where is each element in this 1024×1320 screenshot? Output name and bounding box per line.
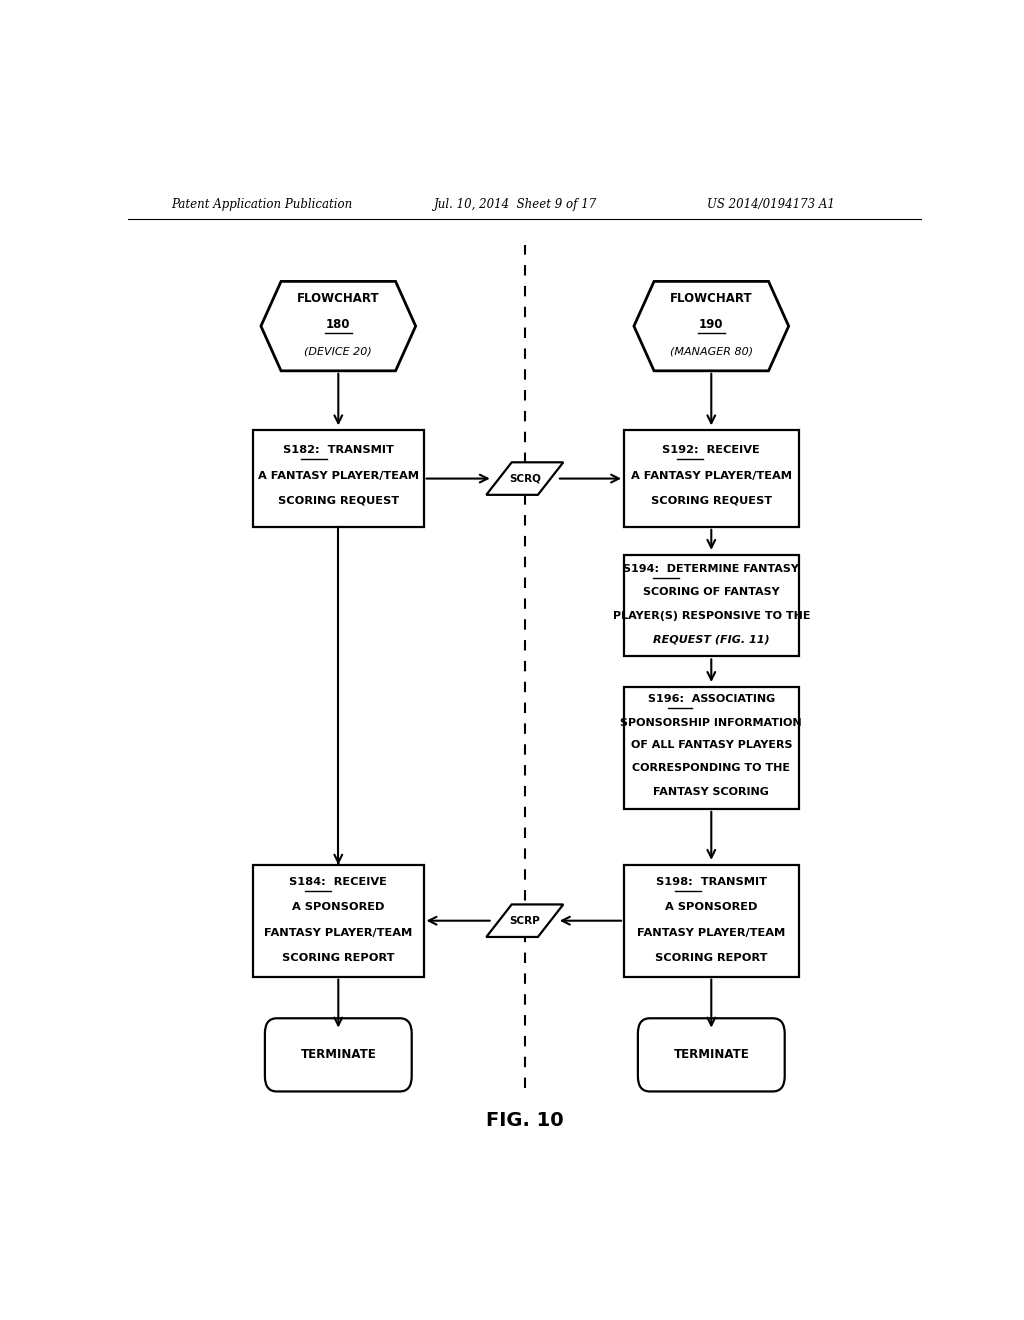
Text: TERMINATE: TERMINATE <box>674 1048 750 1061</box>
Text: OF ALL FANTASY PLAYERS: OF ALL FANTASY PLAYERS <box>631 741 792 750</box>
Text: S194:  DETERMINE FANTASY: S194: DETERMINE FANTASY <box>624 564 800 574</box>
Polygon shape <box>261 281 416 371</box>
FancyBboxPatch shape <box>253 430 424 527</box>
Text: S196:  ASSOCIATING: S196: ASSOCIATING <box>647 694 775 704</box>
Text: A FANTASY PLAYER/TEAM: A FANTASY PLAYER/TEAM <box>258 470 419 480</box>
Text: A SPONSORED: A SPONSORED <box>292 903 385 912</box>
Text: A FANTASY PLAYER/TEAM: A FANTASY PLAYER/TEAM <box>631 470 792 480</box>
Text: FANTASY PLAYER/TEAM: FANTASY PLAYER/TEAM <box>637 928 785 939</box>
Polygon shape <box>486 904 563 937</box>
Text: A SPONSORED: A SPONSORED <box>665 903 758 912</box>
FancyBboxPatch shape <box>638 1018 784 1092</box>
Text: S182:  TRANSMIT: S182: TRANSMIT <box>283 445 394 455</box>
Text: Jul. 10, 2014  Sheet 9 of 17: Jul. 10, 2014 Sheet 9 of 17 <box>433 198 597 211</box>
Text: S184:  RECEIVE: S184: RECEIVE <box>290 876 387 887</box>
Text: SCORING REQUEST: SCORING REQUEST <box>278 496 399 506</box>
Text: CORRESPONDING TO THE: CORRESPONDING TO THE <box>632 763 791 774</box>
FancyBboxPatch shape <box>624 686 799 809</box>
Text: SCRP: SCRP <box>509 916 541 925</box>
Text: PLAYER(S) RESPONSIVE TO THE: PLAYER(S) RESPONSIVE TO THE <box>612 611 810 620</box>
Text: FLOWCHART: FLOWCHART <box>670 292 753 305</box>
Text: SPONSORSHIP INFORMATION: SPONSORSHIP INFORMATION <box>621 718 802 727</box>
Polygon shape <box>634 281 788 371</box>
Text: FLOWCHART: FLOWCHART <box>297 292 380 305</box>
Text: TERMINATE: TERMINATE <box>300 1048 376 1061</box>
Text: 190: 190 <box>699 318 724 330</box>
Text: SCORING REQUEST: SCORING REQUEST <box>650 496 772 506</box>
Text: US 2014/0194173 A1: US 2014/0194173 A1 <box>708 198 836 211</box>
Text: (MANAGER 80): (MANAGER 80) <box>670 347 753 356</box>
Polygon shape <box>486 462 563 495</box>
Text: S192:  RECEIVE: S192: RECEIVE <box>663 445 760 455</box>
Text: REQUEST (FIG. 11): REQUEST (FIG. 11) <box>653 634 770 644</box>
FancyBboxPatch shape <box>265 1018 412 1092</box>
Text: SCORING REPORT: SCORING REPORT <box>282 953 394 964</box>
Text: SCORING REPORT: SCORING REPORT <box>655 953 768 964</box>
FancyBboxPatch shape <box>253 865 424 977</box>
Text: SCRQ: SCRQ <box>509 474 541 483</box>
Text: FIG. 10: FIG. 10 <box>486 1111 563 1130</box>
Text: 180: 180 <box>326 318 350 330</box>
Text: (DEVICE 20): (DEVICE 20) <box>304 347 372 356</box>
Text: FANTASY PLAYER/TEAM: FANTASY PLAYER/TEAM <box>264 928 413 939</box>
FancyBboxPatch shape <box>624 554 799 656</box>
Text: S198:  TRANSMIT: S198: TRANSMIT <box>655 876 767 887</box>
FancyBboxPatch shape <box>624 865 799 977</box>
Text: FANTASY SCORING: FANTASY SCORING <box>653 787 769 796</box>
Text: Patent Application Publication: Patent Application Publication <box>172 198 353 211</box>
Text: SCORING OF FANTASY: SCORING OF FANTASY <box>643 587 779 598</box>
FancyBboxPatch shape <box>624 430 799 527</box>
